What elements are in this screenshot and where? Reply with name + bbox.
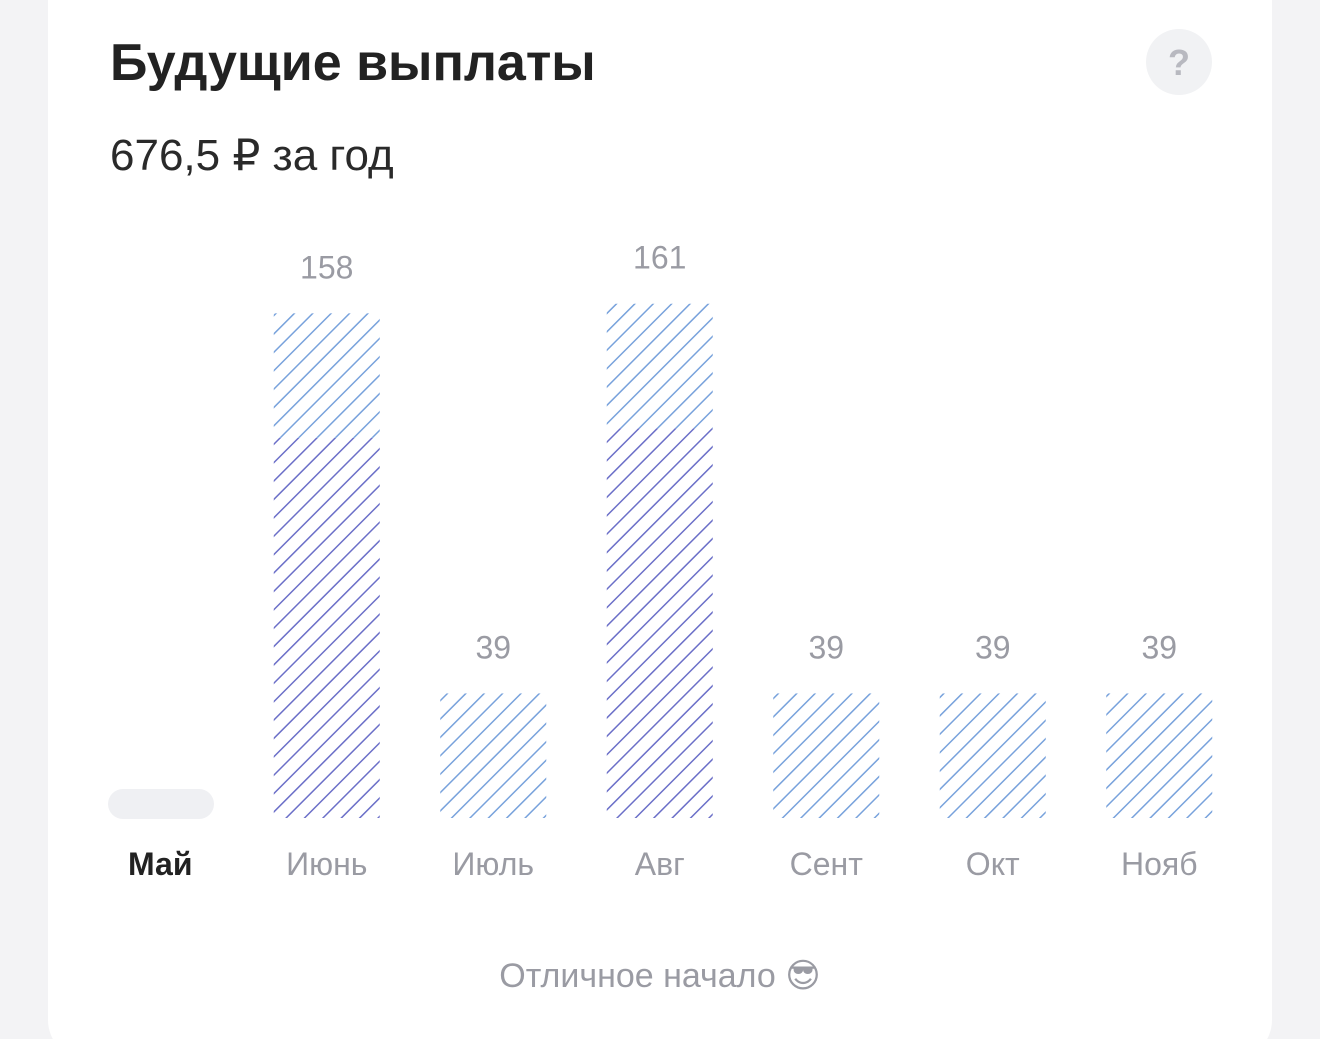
footer-text: Отличное начало 😎 xyxy=(499,957,820,995)
x-tick-label: Окт xyxy=(966,846,1020,882)
help-button[interactable] xyxy=(1146,29,1212,95)
empty-placeholder xyxy=(108,789,214,819)
x-tick-label: Авг xyxy=(635,846,685,882)
bar-segment xyxy=(939,693,1046,818)
bar-segment xyxy=(440,693,547,818)
x-tick-label: Сент xyxy=(790,846,864,882)
bar-segment xyxy=(606,428,713,818)
value-label: 161 xyxy=(633,240,686,276)
x-tick-label: Нояб xyxy=(1121,846,1198,882)
title: Будущие выплаты xyxy=(110,34,596,92)
x-tick-label: Май xyxy=(128,846,193,882)
bar-segment xyxy=(1106,693,1213,818)
value-label: 158 xyxy=(300,249,353,285)
value-label: 39 xyxy=(1141,629,1177,665)
value-label: 39 xyxy=(475,629,511,665)
value-label: 39 xyxy=(975,629,1011,665)
x-tick-label: Июнь xyxy=(286,846,367,882)
bar-segment xyxy=(273,437,380,818)
bar-segment xyxy=(273,313,380,438)
bar-segment xyxy=(773,693,880,818)
subtitle: 676,5 ₽ за год xyxy=(110,131,394,180)
x-tick-label: Июль xyxy=(452,846,534,882)
help-icon[interactable]: ? xyxy=(1168,42,1190,83)
bar-segment xyxy=(606,303,713,429)
value-label: 39 xyxy=(808,629,844,665)
